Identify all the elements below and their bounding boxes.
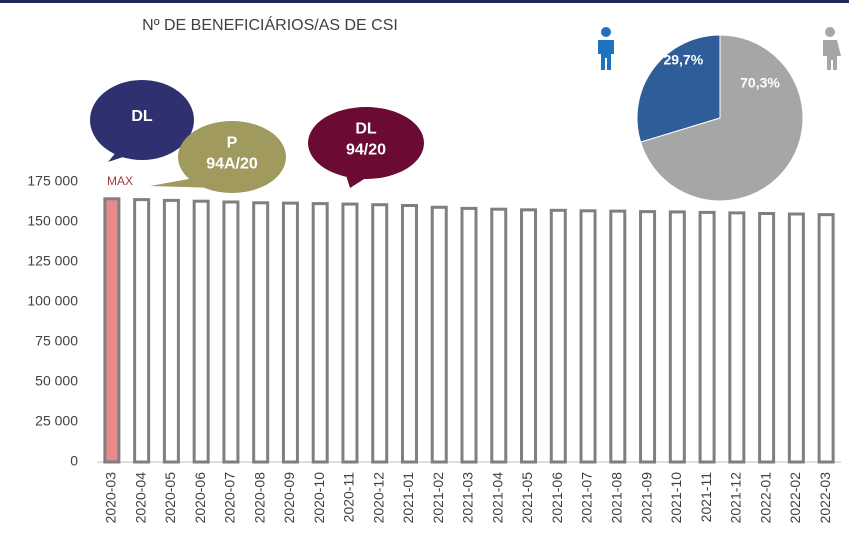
bar <box>162 198 180 464</box>
y-tick-label: 0 <box>70 453 78 469</box>
bar <box>758 212 776 464</box>
male-icon <box>598 27 614 70</box>
bubble-text: 94A/20 <box>206 156 258 173</box>
y-tick-label: 125 000 <box>27 253 78 269</box>
pie-label: 70,3% <box>740 75 780 91</box>
x-tick-label: 2020-10 <box>311 472 327 524</box>
annotation-label: MAX <box>107 174 133 188</box>
x-tick-label: 2021-05 <box>519 472 535 524</box>
bar <box>103 197 121 464</box>
x-tick-label: 2021-11 <box>698 472 714 523</box>
bar <box>728 211 746 464</box>
bar <box>817 213 835 464</box>
bar <box>460 206 478 464</box>
bar <box>430 205 448 464</box>
x-tick-label: 2021-10 <box>668 472 684 524</box>
x-tick-label: 2022-01 <box>757 472 773 524</box>
x-tick-label: 2021-12 <box>728 472 744 524</box>
bar <box>341 202 359 464</box>
bar <box>549 208 567 464</box>
female-icon <box>823 27 841 70</box>
pie-slice <box>636 34 721 143</box>
x-tick-label: 2021-07 <box>579 472 595 524</box>
x-tick-label: 2020-04 <box>132 472 148 524</box>
bar <box>520 208 538 464</box>
x-tick-label: 2020-03 <box>103 472 119 524</box>
y-tick-label: 75 000 <box>35 333 78 349</box>
y-tick-label: 175 000 <box>27 173 78 189</box>
x-tick-label: 2021-02 <box>430 472 446 524</box>
bar <box>192 199 210 464</box>
y-tick-label: 100 000 <box>27 293 78 309</box>
x-tick-label: 2021-01 <box>400 472 416 524</box>
bar <box>490 207 508 464</box>
bar <box>281 201 299 464</box>
bar <box>787 212 805 464</box>
bar <box>609 209 627 464</box>
speech-bubble <box>90 80 194 160</box>
bar <box>400 204 418 464</box>
x-tick-label: 2020-09 <box>281 472 297 524</box>
x-tick-label: 2021-09 <box>638 472 654 524</box>
x-tick-label: 2020-08 <box>251 472 267 524</box>
bubble-text: DL <box>355 121 377 138</box>
y-tick-label: 25 000 <box>35 413 78 429</box>
bar <box>311 202 329 464</box>
bar <box>133 198 151 464</box>
bar <box>698 210 716 464</box>
speech-bubble <box>178 121 286 193</box>
bubble-text: 94/20 <box>346 142 386 159</box>
bubble-text: DL <box>131 108 153 125</box>
bar <box>668 210 686 464</box>
x-tick-label: 2020-05 <box>162 472 178 524</box>
bar <box>639 210 657 464</box>
x-tick-label: 2022-03 <box>817 472 833 524</box>
y-tick-label: 150 000 <box>27 213 78 229</box>
x-tick-label: 2022-02 <box>787 472 803 524</box>
x-tick-label: 2020-07 <box>222 472 238 524</box>
x-tick-label: 2021-03 <box>460 472 476 524</box>
x-tick-label: 2020-11 <box>341 472 357 523</box>
pie-label: 29,7% <box>663 52 703 68</box>
x-tick-label: 2021-08 <box>609 472 625 524</box>
chart-title: Nº DE BENEFICIÁRIOS/AS DE CSI <box>142 15 398 34</box>
x-tick-label: 2020-12 <box>370 472 386 524</box>
bar <box>252 201 270 464</box>
x-tick-label: 2021-06 <box>549 472 565 524</box>
x-tick-label: 2021-04 <box>489 472 505 524</box>
y-tick-label: 50 000 <box>35 373 78 389</box>
bubble-text: P <box>227 135 238 152</box>
bar <box>222 200 240 464</box>
pie-slice <box>639 34 804 202</box>
x-tick-label: 2020-06 <box>192 472 208 524</box>
bar <box>371 203 389 464</box>
speech-bubble <box>308 107 424 179</box>
bar <box>579 209 597 464</box>
top-border <box>0 0 849 3</box>
